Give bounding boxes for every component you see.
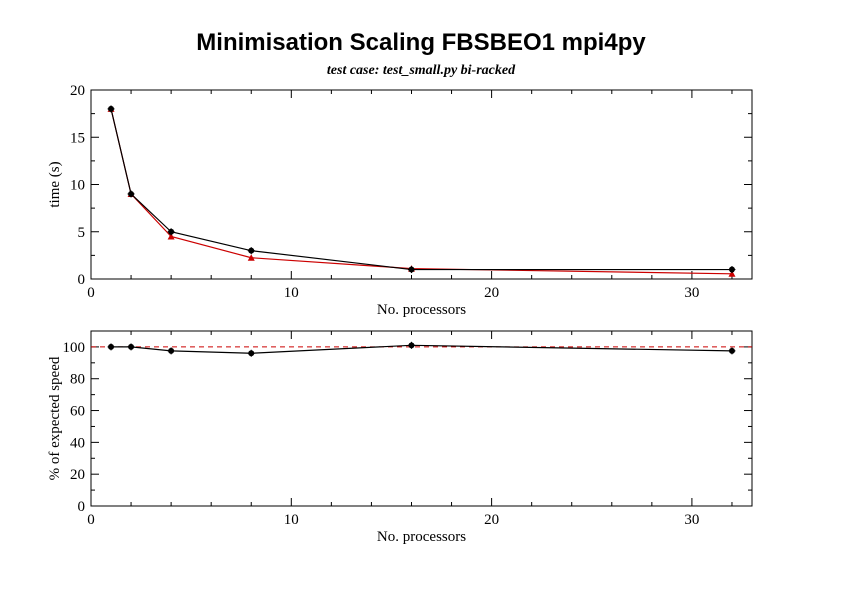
x-tick-label: 20 [484,512,499,528]
chart-subtitle: test case: test_small.py bi-racked [327,63,516,78]
data-point [728,270,736,277]
x-tick-label: 30 [684,285,699,301]
x-tick-label: 0 [87,512,95,528]
series-line [110,108,732,275]
x-tick-label: 20 [484,285,499,301]
data-point [247,254,255,261]
series-line [110,108,732,271]
y-tick-label: 0 [78,272,86,288]
y-tick-label: 40 [70,435,85,451]
x-tick-label: 30 [684,512,699,528]
chart-title: Minimisation Scaling FBSBEO1 mpi4py [196,29,646,56]
y-axis-label: % of expected speed [47,356,63,480]
x-tick-label: 10 [284,285,299,301]
plot-frame [90,89,753,280]
y-tick-label: 100 [63,340,86,356]
y-tick-label: 5 [78,225,86,241]
y-tick-label: 15 [70,130,85,146]
x-tick-label: 10 [284,512,299,528]
y-tick-label: 60 [70,404,85,420]
series-line [111,344,732,354]
y-tick-label: 10 [70,178,85,194]
x-axis-label: No. processors [377,529,466,545]
y-tick-label: 20 [70,83,85,99]
time-plot: 0 10 20 30 0 5 10 15 20 No. processors time (s) [47,83,753,318]
speed-plot: 0 10 20 30 0 20 40 60 80 100 No. processors % of ex… [47,330,753,545]
y-tick-label: 20 [70,467,85,483]
y-tick-label: 80 [70,372,85,388]
data-point [167,232,175,240]
y-tick-label: 0 [78,499,86,515]
x-tick-label: 0 [87,285,95,301]
x-axis-label: No. processors [377,302,466,318]
plot-frame [90,330,753,507]
y-axis-label: time (s) [47,161,63,207]
